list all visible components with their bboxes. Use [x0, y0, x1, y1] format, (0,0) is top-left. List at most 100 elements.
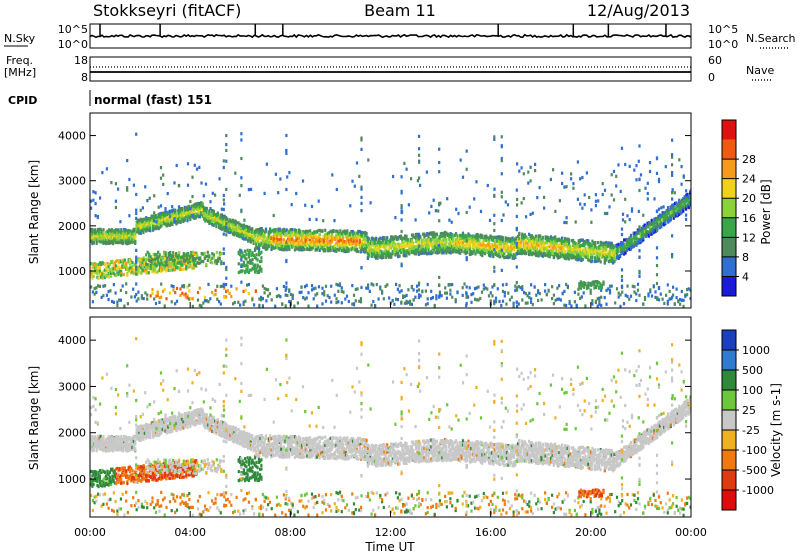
power-cell	[446, 292, 448, 295]
power-cell	[244, 289, 246, 292]
power-cell	[337, 290, 339, 293]
power-cell	[664, 221, 666, 224]
power-cell	[483, 239, 485, 242]
power-cell	[605, 303, 607, 306]
power-cell	[413, 288, 415, 291]
power-cell	[630, 295, 632, 298]
power-cell	[477, 285, 479, 288]
power-cell	[293, 305, 295, 308]
power-cell	[481, 234, 483, 237]
power-cell	[134, 240, 136, 243]
power-cell	[268, 245, 270, 248]
power-cell	[591, 299, 593, 302]
nsearch-tick-top: 10^5	[708, 23, 738, 36]
power-cell	[134, 235, 136, 238]
freq-panel	[90, 57, 691, 81]
power-cell	[497, 287, 499, 290]
power-cell	[113, 301, 115, 304]
power-cell	[539, 234, 541, 237]
power-cell	[488, 294, 490, 297]
power-cell	[551, 297, 553, 300]
power-cell	[590, 292, 592, 295]
power-cell	[672, 286, 674, 289]
power-cell	[374, 305, 376, 308]
power-cell	[386, 236, 388, 239]
power-cell	[587, 255, 589, 258]
power-cell	[582, 258, 584, 261]
power-cell	[281, 302, 283, 305]
power-cell	[513, 248, 515, 251]
power-cell	[288, 288, 290, 291]
power-cell	[637, 283, 639, 286]
power-cell	[321, 230, 323, 233]
power-cell	[399, 255, 401, 258]
power-cell	[291, 228, 293, 231]
power-cell	[462, 286, 464, 289]
power-cell	[530, 297, 532, 300]
power-cell	[505, 303, 507, 306]
power-cell	[456, 234, 458, 237]
nave-label: Nave	[746, 64, 774, 77]
power-cell	[378, 297, 380, 300]
power-cell	[328, 296, 330, 299]
power-cell	[199, 287, 201, 290]
power-cell	[319, 249, 321, 252]
nsky-tick-bottom: 10^0	[58, 38, 88, 51]
power-cell	[421, 290, 423, 293]
power-cell	[478, 240, 480, 243]
power-cell	[360, 300, 362, 303]
power-cell	[342, 291, 344, 294]
power-cell	[213, 224, 215, 227]
power-cell	[633, 285, 635, 288]
power-cell	[430, 290, 432, 293]
power-cell	[125, 291, 127, 294]
power-cell	[427, 283, 429, 286]
power-cell	[408, 252, 410, 255]
power-cell	[528, 292, 530, 295]
power-cell	[127, 302, 129, 305]
power-cell	[188, 284, 190, 287]
power-cell	[176, 300, 178, 303]
power-cell	[513, 302, 515, 305]
power-cell	[206, 207, 208, 210]
power-cell	[393, 303, 395, 306]
nsearch-label: N.Search	[746, 32, 796, 45]
power-cell	[351, 284, 353, 287]
cpid-value: normal (fast) 151	[94, 93, 212, 107]
power-cell	[262, 297, 264, 300]
power-cell	[230, 285, 232, 288]
power-cell	[207, 300, 209, 303]
power-cell	[137, 291, 139, 294]
power-cell	[307, 305, 309, 308]
nave-tick-bottom: 0	[708, 71, 715, 84]
power-cell	[490, 291, 492, 294]
power-cell	[321, 287, 323, 290]
power-cell	[92, 300, 94, 303]
power-cell	[183, 285, 185, 288]
power-cell	[96, 272, 98, 275]
power-cell	[237, 301, 239, 304]
power-cell	[392, 252, 394, 255]
power-cell	[311, 284, 313, 287]
power-cell	[466, 251, 468, 254]
power-cell	[462, 294, 464, 297]
power-cell	[280, 240, 282, 243]
power-cell	[298, 237, 300, 240]
power-cell	[560, 298, 562, 301]
power-cell	[553, 294, 555, 297]
power-cell	[157, 291, 159, 294]
power-cell	[360, 297, 362, 300]
power-cell	[590, 289, 592, 292]
power-cell	[200, 304, 202, 307]
power-cell	[546, 293, 548, 296]
power-cell	[654, 290, 656, 293]
power-cell	[662, 298, 664, 301]
station-title: Stokkseyri (fitACF)	[93, 1, 241, 20]
power-cell	[418, 241, 420, 244]
power-cell	[598, 300, 600, 303]
power-cell	[332, 229, 334, 232]
power-cell	[149, 227, 151, 230]
power-cell	[137, 297, 139, 300]
power-cell	[215, 289, 217, 292]
power-cell	[122, 284, 124, 287]
